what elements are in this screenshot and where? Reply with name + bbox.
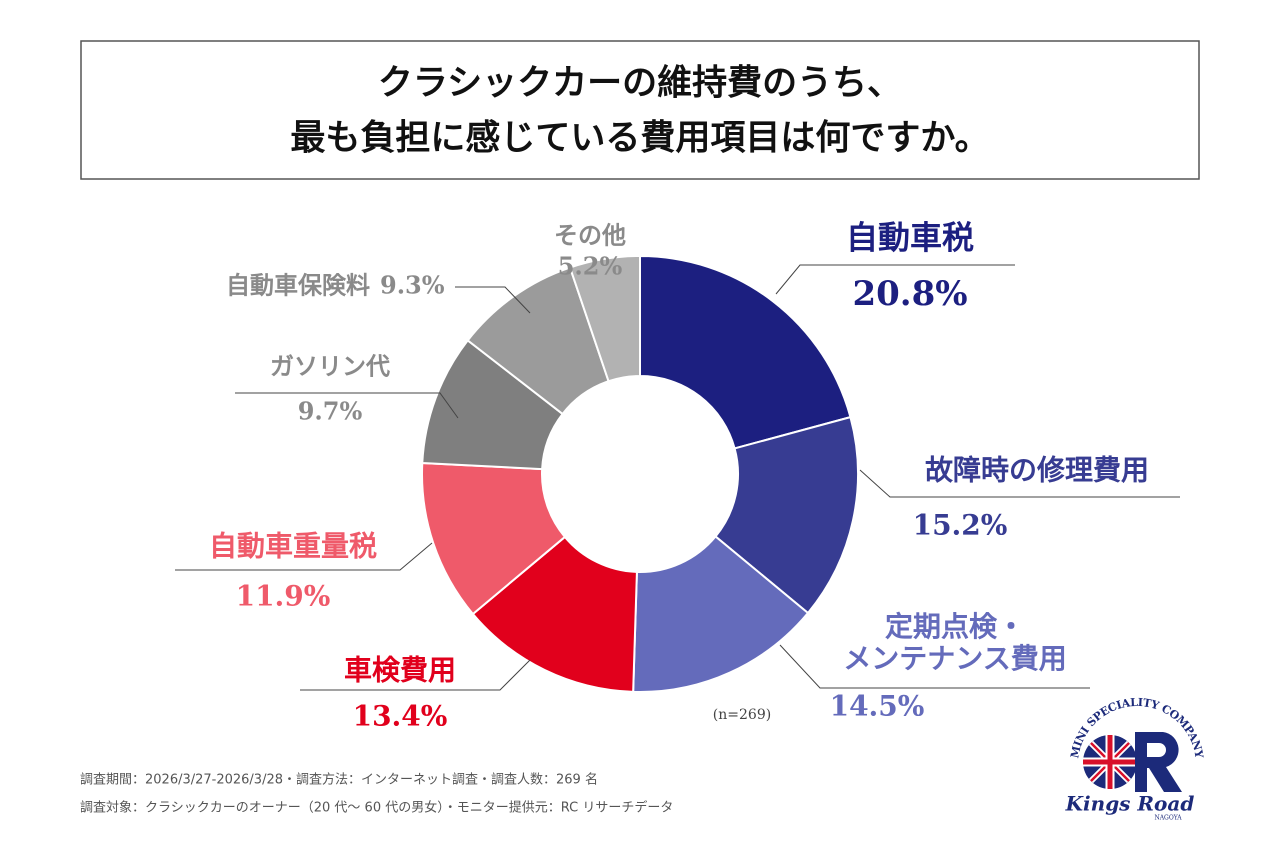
slice-value: 11.9% [236, 580, 331, 613]
slice-value: 13.4% [353, 700, 448, 733]
slice-label: 故障時の修理費用 [925, 454, 1149, 487]
leader-line [300, 659, 531, 691]
slice-value: 5.2% [558, 252, 623, 281]
slice-value: 9.3% [380, 271, 445, 300]
slice-label: 自動車税 [846, 219, 974, 257]
title-box [80, 40, 1200, 180]
slice-value: 20.8% [852, 274, 967, 314]
title-line: クラシックカーの維持費のうち、 [378, 63, 902, 104]
slice-label-line: 定期点検・ [885, 610, 1025, 643]
logo: MINI SPECIALITY COMPANY Kings Road NAGOY… [1065, 696, 1206, 822]
leader-line [859, 469, 1180, 498]
donut-slice [639, 254, 852, 450]
slice-label: ガソリン代 [270, 352, 390, 381]
logo-city: NAGOYA [1154, 815, 1182, 822]
title-line: 最も負担に感じている費用項目は何ですか。 [290, 118, 989, 159]
footer-line: 調査対象：クラシックカーのオーナー（20 代〜 60 代の男女）・モニター提供元… [80, 800, 673, 816]
slice-label: 車検費用 [344, 654, 456, 687]
leader-line [175, 542, 433, 571]
slice-label: 自動車保険料 [226, 271, 370, 300]
donut-slice [421, 461, 567, 616]
donut-slice [632, 535, 810, 693]
logo-name: Kings Road [1065, 792, 1195, 816]
slice-label-line: メンテナンス費用 [843, 642, 1066, 675]
slice-value: 9.7% [298, 397, 363, 426]
slice-value: 14.5% [830, 690, 925, 723]
leader-line [235, 392, 459, 419]
logo-r [1135, 732, 1182, 792]
slice-label: その他 [554, 221, 626, 250]
flag-cross [1083, 735, 1137, 789]
slice-label: 定期点検・メンテナンス費用 [843, 610, 1066, 675]
donut-slice [568, 254, 641, 383]
footer-line: 調査期間：2026/3/27-2026/3/28・調査方法：インターネット調査・… [80, 772, 598, 788]
sample-note: (n=269) [713, 707, 771, 723]
leader-line [455, 286, 531, 314]
slice-value: 15.2% [913, 509, 1008, 542]
slice-label: 自動車重量税 [209, 530, 377, 563]
donut-slice [714, 415, 859, 615]
leader-line [779, 644, 1090, 689]
leader-line [775, 264, 1015, 295]
